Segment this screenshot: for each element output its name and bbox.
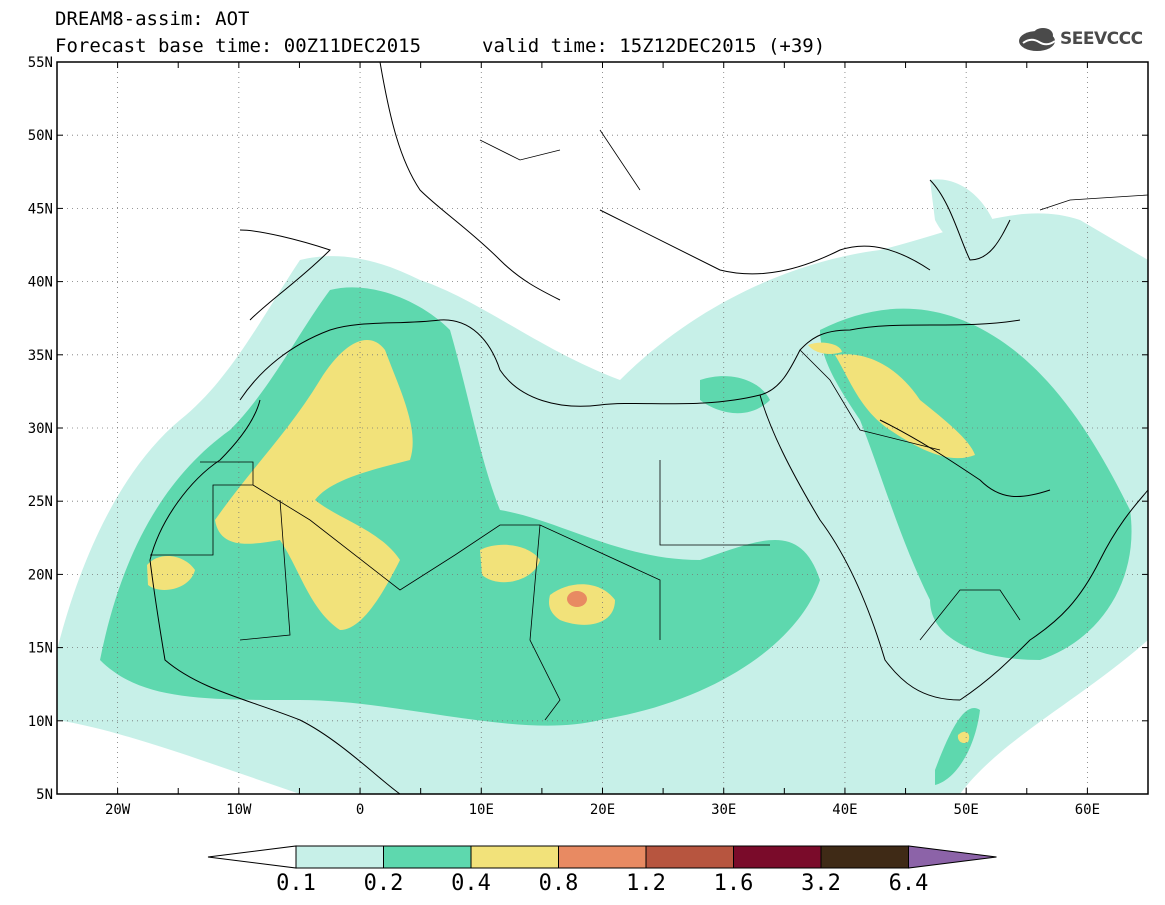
aot-region-orange-max xyxy=(567,591,587,607)
lon-labels: 20W 10W 0 10E 20E 30E 40E 50E 60E xyxy=(105,802,1100,818)
cloud-icon xyxy=(1019,28,1056,51)
colorbar-arrow-low xyxy=(207,845,297,869)
lat-label: 10N xyxy=(28,714,53,730)
lon-label: 40E xyxy=(832,802,857,818)
colorbar-label: 1.6 xyxy=(713,871,754,896)
aot-region-green-med xyxy=(700,376,770,414)
lat-label: 15N xyxy=(28,641,53,657)
lon-label: 60E xyxy=(1075,802,1100,818)
lat-label: 35N xyxy=(28,348,53,364)
lat-label: 5N xyxy=(36,787,53,803)
logo-text: SEEVCCC xyxy=(1060,29,1143,49)
colorbar-segment xyxy=(820,845,909,869)
aot-region-green-west xyxy=(100,287,820,726)
colorbar xyxy=(207,845,997,869)
aot-region-yellow-small1 xyxy=(808,342,842,354)
lat-label: 45N xyxy=(28,201,53,217)
colorbar-labels: 0.1 0.2 0.4 0.8 1.2 1.6 3.2 6.4 xyxy=(0,872,1165,896)
colorbar-label: 0.2 xyxy=(363,871,404,896)
country-borders xyxy=(150,129,1148,721)
colorbar-label: 3.2 xyxy=(801,871,841,896)
lon-label: 30E xyxy=(711,802,736,818)
lon-label: 20W xyxy=(105,802,131,818)
valid-time: valid time: 15Z12DEC2015 (+39) xyxy=(482,35,826,57)
lat-label: 20N xyxy=(28,567,53,583)
lat-label: 40N xyxy=(28,275,53,291)
colorbar-segment xyxy=(558,845,647,869)
colorbar-label: 0.4 xyxy=(451,871,491,896)
map-title: DREAM8-assim: AOT xyxy=(55,8,250,30)
aot-fields xyxy=(57,179,1148,794)
colorbar-label: 0.1 xyxy=(276,871,316,896)
lon-label: 10W xyxy=(226,802,252,818)
lon-label: 20E xyxy=(590,802,615,818)
axis-ticks xyxy=(56,61,1149,795)
lat-label: 30N xyxy=(28,421,53,437)
coastlines xyxy=(149,62,1148,794)
aot-region-yellow-sahara xyxy=(215,340,413,630)
lat-label: 25N xyxy=(28,494,53,510)
aot-region-green-horn xyxy=(935,708,980,785)
gridlines xyxy=(57,62,1148,794)
colorbar-segment xyxy=(383,845,472,869)
colorbar-label: 6.4 xyxy=(888,871,929,896)
seevccc-logo xyxy=(1019,28,1056,51)
aot-region-yellow-horn xyxy=(957,731,970,744)
lat-label: 50N xyxy=(28,128,53,144)
lon-label: 10E xyxy=(469,802,494,818)
colorbar-segment xyxy=(470,845,559,869)
aot-region-yellow-west xyxy=(147,555,195,590)
aot-region-yellow-chad xyxy=(480,544,540,583)
colorbar-segment xyxy=(733,845,822,869)
lon-label: 50E xyxy=(954,802,979,818)
colorbar-segment xyxy=(295,845,384,869)
forecast-base-time: Forecast base time: 00Z11DEC2015 xyxy=(55,35,422,57)
colorbar-arrow-high xyxy=(908,845,997,869)
colorbar-label: 0.8 xyxy=(538,871,579,896)
colorbar-label: 1.2 xyxy=(626,871,666,896)
colorbar-segment xyxy=(645,845,734,869)
lon-label: 0 xyxy=(356,802,364,818)
lat-label: 55N xyxy=(28,55,53,71)
lat-labels: 55N 50N 45N 40N 35N 30N 25N 20N 15N 10N 5N xyxy=(28,55,53,803)
aot-region-yellow-iraq xyxy=(835,354,975,459)
aot-region-light-2 xyxy=(930,179,1000,251)
